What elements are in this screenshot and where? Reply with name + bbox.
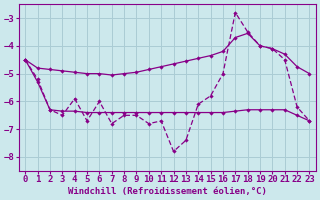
X-axis label: Windchill (Refroidissement éolien,°C): Windchill (Refroidissement éolien,°C) [68, 187, 267, 196]
